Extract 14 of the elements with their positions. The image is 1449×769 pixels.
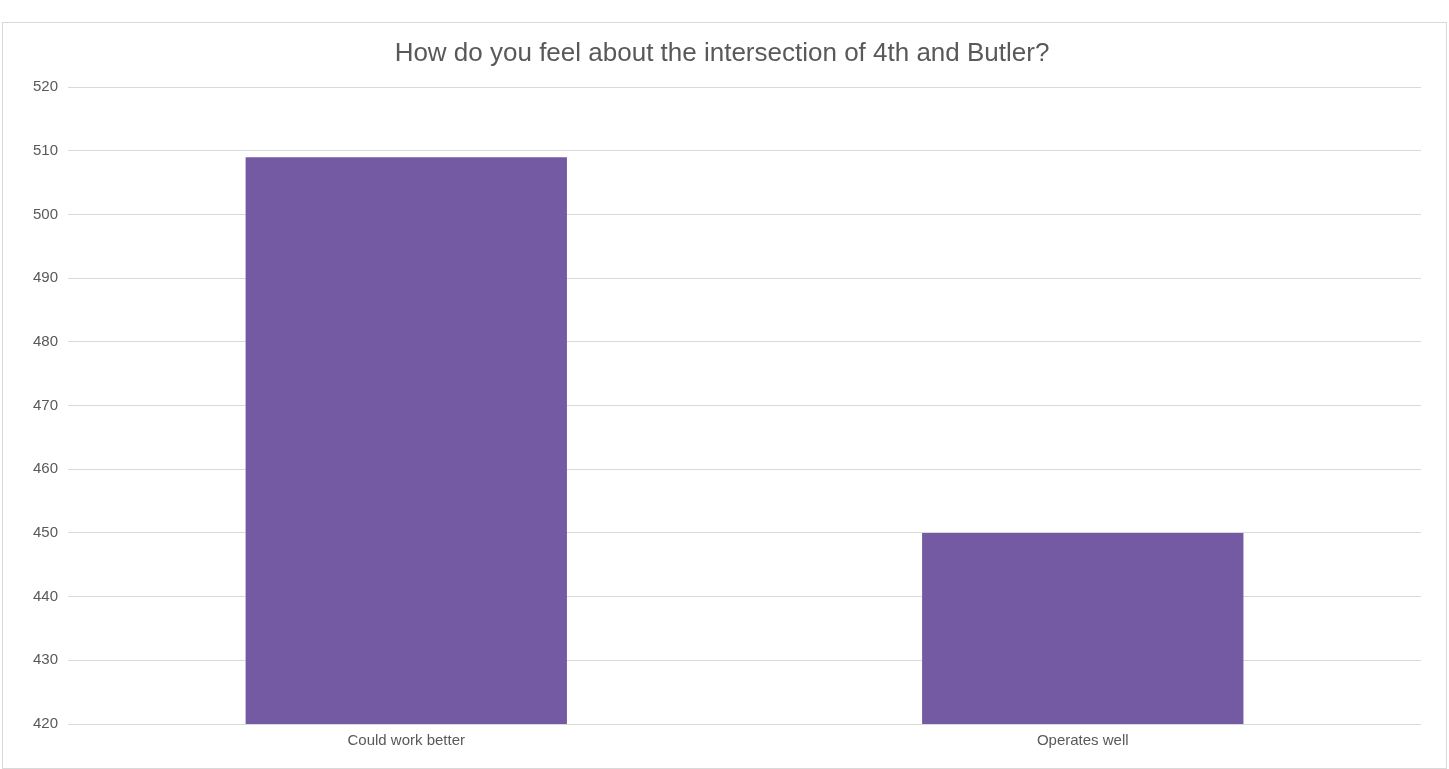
y-tick-label: 510 [33,141,59,159]
y-tick-label: 470 [33,395,59,413]
y-tick-label: 490 [33,268,59,286]
y-tick-label: 480 [33,332,59,350]
y-tick-label: 430 [33,650,59,668]
x-tick-label: Could work better [347,731,466,749]
y-tick-label: 420 [33,714,59,732]
y-tick-label: 450 [33,523,59,541]
y-tick-label: 500 [33,204,59,222]
x-tick-label: Operates well [1036,731,1129,749]
chart-title: How do you feel about the intersection of 4th and Butler? [394,36,1050,67]
y-tick-label: 460 [33,459,59,477]
y-tick-label: 520 [33,77,59,95]
y-tick-label: 440 [33,586,59,604]
